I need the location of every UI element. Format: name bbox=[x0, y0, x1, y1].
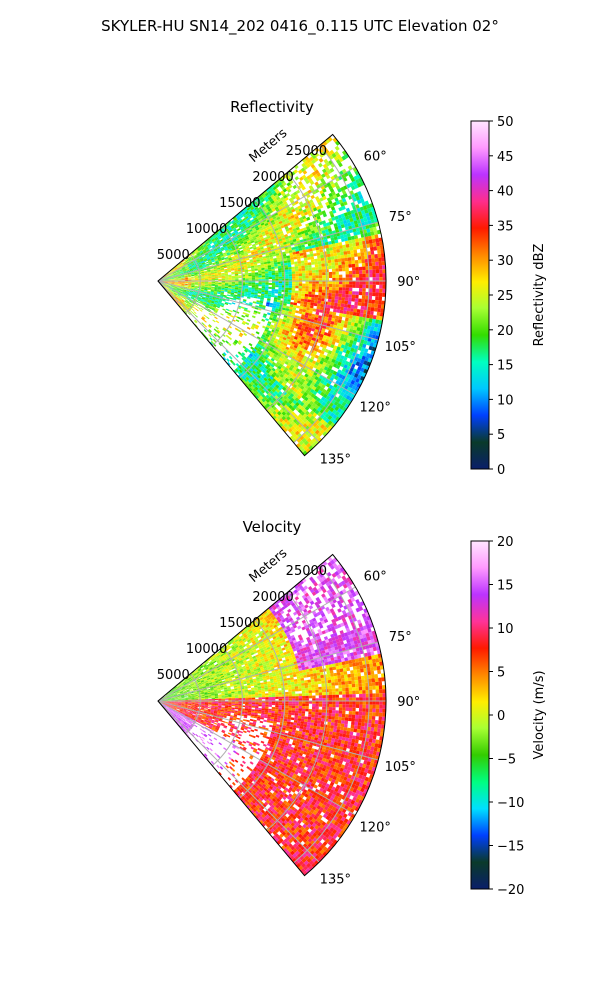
sector-outline bbox=[157, 553, 387, 877]
azimuth-tick-label: 105° bbox=[385, 760, 416, 775]
colorbar-tick-label: 5 bbox=[497, 666, 505, 681]
figure-title: SKYLER-HU SN14_202 0416_0.115 UTC Elevat… bbox=[101, 17, 499, 36]
colorbar-tick-label: −20 bbox=[497, 883, 524, 898]
colorbar-tick-label: 40 bbox=[497, 185, 514, 200]
range-ring bbox=[211, 646, 243, 767]
colorbar-tick-label: 50 bbox=[497, 115, 514, 130]
colorbar-tick-label: 15 bbox=[497, 359, 514, 374]
panel-title: Velocity bbox=[243, 518, 302, 536]
range-ring bbox=[266, 592, 328, 831]
colorbar-tick-label: 5 bbox=[497, 428, 505, 443]
radial-tick-label: 15000 bbox=[219, 196, 260, 211]
azimuth-tick-label: 120° bbox=[360, 820, 391, 835]
azimuth-tick-label: 60° bbox=[364, 150, 387, 165]
colorbar-tick-label: −15 bbox=[497, 840, 524, 855]
colorbar-tick-label: 0 bbox=[497, 709, 505, 724]
colorbar-tick-label: 20 bbox=[497, 324, 514, 339]
azimuth-gridline bbox=[157, 280, 356, 396]
azimuth-tick-label: 75° bbox=[389, 210, 412, 225]
radial-tick-label: 20000 bbox=[252, 590, 293, 605]
radial-tick-label: 5000 bbox=[157, 248, 190, 263]
azimuth-gridline bbox=[157, 700, 356, 816]
panel-title: Reflectivity bbox=[230, 98, 314, 116]
radial-axis-label: Meters bbox=[247, 546, 291, 586]
colorbar-label: Reflectivity dBZ bbox=[532, 244, 547, 347]
range-ring bbox=[239, 199, 286, 379]
range-ring bbox=[293, 144, 370, 444]
colorbar-tick-label: 20 bbox=[497, 535, 514, 550]
colorbar-tick-label: 30 bbox=[497, 254, 514, 269]
azimuth-gridline bbox=[157, 641, 379, 702]
colorbar-tick-label: 25 bbox=[497, 289, 514, 304]
azimuth-tick-label: 75° bbox=[389, 630, 412, 645]
colorbar-tick-label: −5 bbox=[497, 753, 516, 768]
azimuth-gridline bbox=[157, 700, 320, 863]
range-ring bbox=[239, 619, 286, 799]
sector-outline bbox=[157, 133, 387, 457]
azimuth-tick-label: 135° bbox=[320, 452, 351, 467]
colorbar-tick-label: 10 bbox=[497, 622, 514, 637]
radial-tick-label: 10000 bbox=[186, 222, 227, 237]
azimuth-gridline bbox=[157, 280, 320, 443]
colorbar-tick-label: −10 bbox=[497, 796, 524, 811]
azimuth-gridline bbox=[157, 700, 379, 761]
colorbar-tick-label: 15 bbox=[497, 579, 514, 594]
colorbar-tick-label: 35 bbox=[497, 219, 514, 234]
colorbar-tick-label: 45 bbox=[497, 150, 514, 165]
radial-tick-label: 15000 bbox=[219, 616, 260, 631]
range-ring bbox=[293, 564, 370, 864]
radial-axis-label: Meters bbox=[247, 126, 291, 166]
azimuth-gridline bbox=[157, 280, 379, 341]
azimuth-gridline bbox=[157, 221, 379, 282]
radial-tick-label: 10000 bbox=[186, 642, 227, 657]
colorbar bbox=[470, 540, 490, 890]
azimuth-gridline bbox=[157, 166, 356, 282]
colorbar-tick-label: 10 bbox=[497, 393, 514, 408]
azimuth-tick-label: 105° bbox=[385, 340, 416, 355]
azimuth-tick-label: 60° bbox=[364, 570, 387, 585]
azimuth-tick-label: 135° bbox=[320, 872, 351, 887]
azimuth-tick-label: 90° bbox=[397, 275, 420, 290]
colorbar-tick-label: 0 bbox=[497, 463, 505, 478]
range-ring bbox=[266, 172, 328, 411]
reflectivity-field bbox=[158, 136, 386, 456]
azimuth-tick-label: 120° bbox=[360, 400, 391, 415]
range-ring bbox=[211, 226, 243, 347]
radial-tick-label: 5000 bbox=[157, 668, 190, 683]
azimuth-gridline bbox=[157, 586, 356, 702]
azimuth-tick-label: 90° bbox=[397, 695, 420, 710]
colorbar-label: Velocity (m/s) bbox=[532, 670, 547, 759]
colorbar bbox=[470, 120, 490, 470]
radial-tick-label: 20000 bbox=[252, 170, 293, 185]
